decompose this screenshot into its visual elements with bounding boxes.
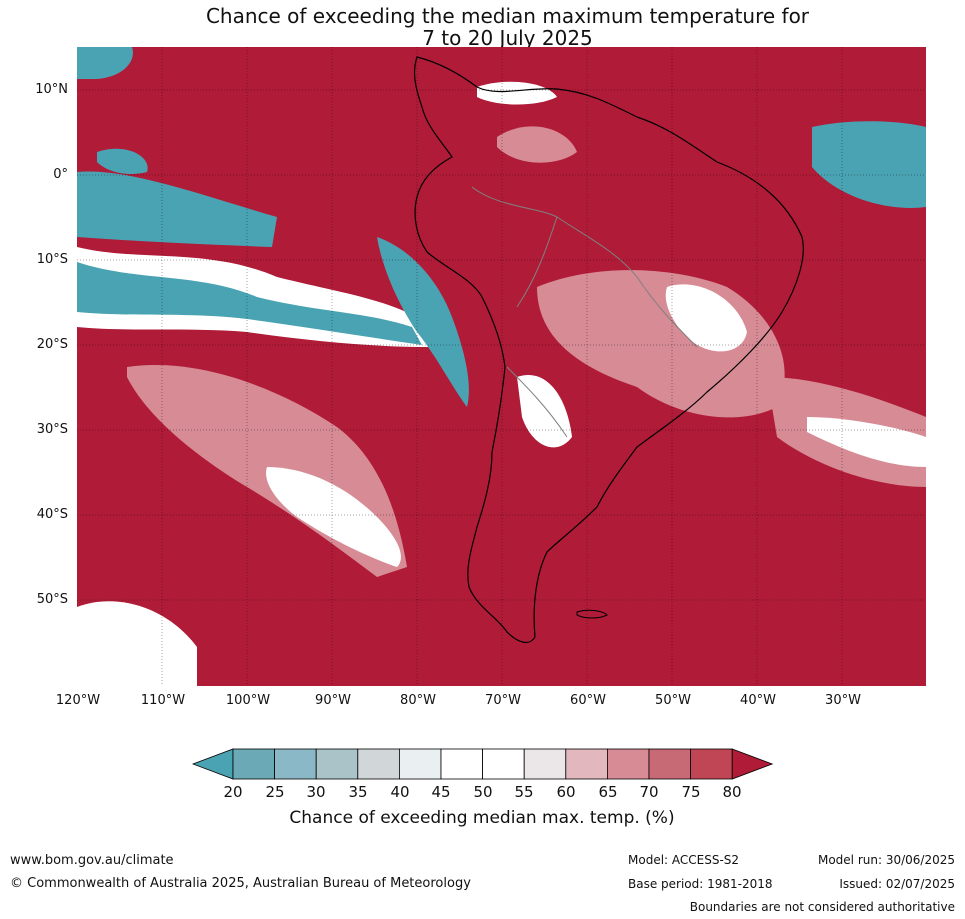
colorbar-cell [274,748,317,780]
atlantic-teal-patch [812,121,926,208]
colorbar-label-80: 80 [722,783,742,801]
lon-label-100w: 100°W [225,693,271,708]
pacific-teal-patch [77,171,277,247]
colorbar-arrow-high [731,748,774,780]
lat-label-40s: 40°S [36,507,68,522]
nw-teal-patch [77,47,133,79]
low-chance-band-teal [77,262,422,345]
country-borders [471,186,698,438]
model-text: Model: ACCESS-S2 [628,853,740,867]
venezuela-pink [497,126,577,163]
lon-label-50w: 50°W [655,693,691,708]
copyright-text: © Commonwealth of Australia 2025, Austra… [10,876,471,891]
lon-label-60w: 60°W [570,693,606,708]
south-america-coastline [413,56,804,644]
gridlines [77,47,926,686]
lat-label-30s: 30°S [36,422,68,437]
pacific-teal-small [97,148,148,174]
colorbar-cell [315,748,359,780]
falkland-islands [576,609,608,619]
lat-label-50s: 50°S [36,592,68,607]
website-link[interactable]: www.bom.gov.au/climate [10,853,174,868]
argentina-white [517,375,572,448]
colorbar-cell [440,748,483,780]
colorbar [191,748,774,784]
lon-label-110w: 110°W [140,693,186,708]
map-panel [77,47,926,686]
colorbar-label-25: 25 [265,783,285,801]
colorbar-label-75: 75 [681,783,701,801]
lat-label-10n: 10°N [35,82,68,97]
colorbar-label-40: 40 [390,783,410,801]
brazil-white [665,284,747,352]
map-background-high-chance [77,47,926,686]
chile-coast-teal [377,237,469,407]
colorbar-cell [565,748,608,780]
colorbar-cell [357,748,400,780]
colorbar-label-60: 60 [556,783,576,801]
map-title-line1: Chance of exceeding the median maximum t… [205,4,810,28]
lon-label-90w: 90°W [315,693,351,708]
colorbar-cell [398,748,442,780]
southwest-white [77,601,197,686]
colorbar-label-70: 70 [639,783,659,801]
colorbar-cell [232,748,275,780]
colorbar-cell [482,748,525,780]
colorbar-cell [648,748,691,780]
lat-label-20s: 20°S [36,337,68,352]
lon-label-30w: 30°W [825,693,861,708]
forecast-map [77,47,926,686]
colorbar-svg [191,748,774,780]
south-pacific-white [266,467,401,567]
atlantic-white [807,417,926,467]
colorbar-label-45: 45 [431,783,451,801]
colorbar-cell [690,748,733,780]
colorbar-cell [523,748,567,780]
colorbar-cell [606,748,650,780]
map-title-line2: 7 to 20 July 2025 [422,26,593,50]
issued-text: Issued: 02/07/2025 [839,877,955,891]
caribbean-white [477,81,557,105]
lat-label-10s: 10°S [36,252,68,267]
lon-label-120w: 120°W [55,693,101,708]
lon-label-70w: 70°W [485,693,521,708]
colorbar-label-65: 65 [598,783,618,801]
model-run-text: Model run: 30/06/2025 [817,853,955,867]
disclaimer-text: Boundaries are not considered authoritat… [689,900,955,914]
colorbar-arrow-low [191,748,234,780]
base-period-text: Base period: 1981-2018 [628,877,773,891]
colorbar-label-30: 30 [306,783,326,801]
colorbar-label-50: 50 [473,783,493,801]
lon-label-40w: 40°W [740,693,776,708]
colorbar-label-35: 35 [348,783,368,801]
colorbar-title: Chance of exceeding median max. temp. (%… [289,808,675,828]
lon-label-80w: 80°W [400,693,436,708]
colorbar-label-20: 20 [223,783,243,801]
lat-label-0: 0° [53,167,68,182]
colorbar-label-55: 55 [514,783,534,801]
